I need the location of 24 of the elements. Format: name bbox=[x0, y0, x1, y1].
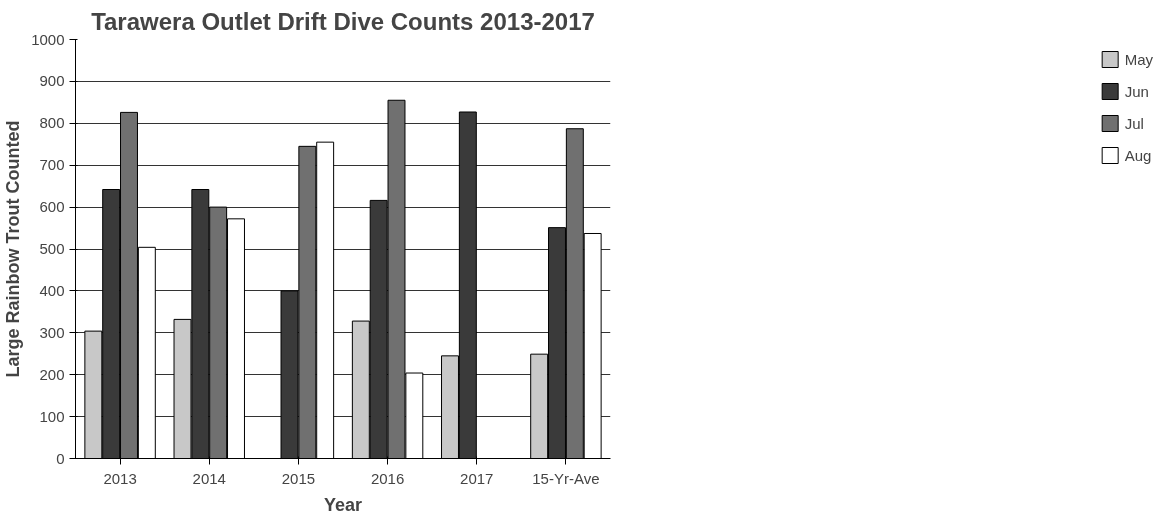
legend-label: May bbox=[1124, 50, 1153, 68]
legend-label: Jul bbox=[1124, 114, 1145, 132]
y-tick-label: 900 bbox=[39, 72, 65, 90]
y-tick-label: 1000 bbox=[31, 30, 65, 48]
legend-label: Aug bbox=[1124, 146, 1152, 164]
y-tick-label: 200 bbox=[39, 365, 65, 383]
y-tick-label: 700 bbox=[39, 156, 65, 174]
x-tick-label: 15-Yr-Ave bbox=[532, 469, 600, 487]
y-tick-label: 100 bbox=[39, 407, 65, 425]
y-tick-label: 600 bbox=[39, 198, 65, 216]
y-axis-title: Large Rainbow Trout Counted bbox=[3, 120, 24, 378]
legend-label: Jun bbox=[1124, 82, 1149, 100]
y-tick-label: 500 bbox=[39, 240, 65, 257]
y-tick-label: 800 bbox=[39, 114, 65, 132]
x-axis-title: Year bbox=[323, 494, 363, 515]
y-tick-label: 300 bbox=[39, 323, 65, 341]
chart-title: Tarawera Outlet Drift Dive Counts 2013-2017 bbox=[91, 7, 595, 35]
x-tick-label: 2013 bbox=[103, 469, 137, 487]
x-tick-label: 2015 bbox=[281, 469, 316, 487]
y-tick-label: 400 bbox=[39, 281, 65, 299]
y-tick-label: 0 bbox=[56, 449, 65, 467]
x-tick-label: 2017 bbox=[460, 469, 494, 487]
x-tick-label: 2014 bbox=[192, 469, 226, 487]
x-tick-label: 2016 bbox=[370, 469, 405, 487]
